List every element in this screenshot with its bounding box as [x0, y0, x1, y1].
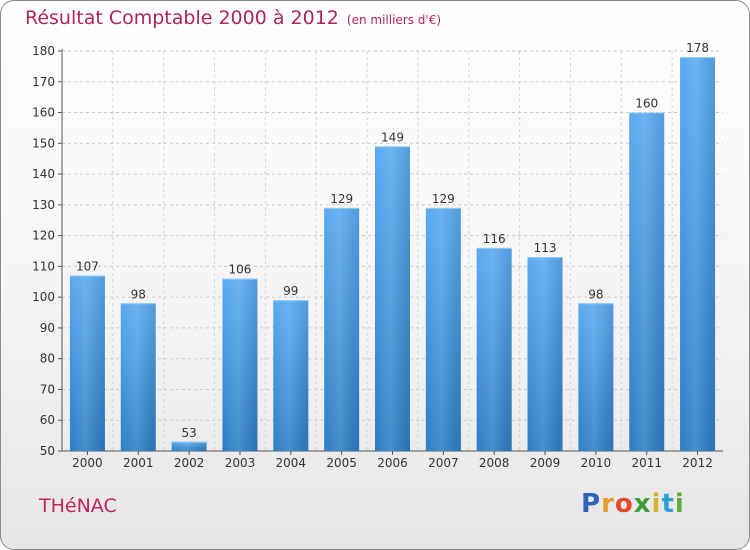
x-tick-label: 2011 — [631, 456, 662, 470]
chart-title: Résultat Comptable 2000 à 2012 (en millie… — [25, 7, 441, 29]
bar-shine — [120, 303, 156, 451]
logo-letter: r — [601, 489, 615, 519]
y-tick-label: 110 — [32, 259, 55, 273]
bar-value-label: 178 — [686, 41, 709, 55]
title-text: Résultat Comptable 2000 à 2012 — [25, 7, 339, 29]
x-tick-label: 2012 — [682, 456, 713, 470]
bar-value-label: 129 — [330, 192, 353, 206]
bar-shine — [273, 300, 309, 451]
x-tick-label: 2000 — [72, 456, 103, 470]
y-tick-label: 180 — [32, 44, 55, 58]
logo-letter: i — [651, 489, 662, 519]
x-tick-label: 2004 — [276, 456, 307, 470]
x-tick-label: 2002 — [174, 456, 205, 470]
bar-value-label: 113 — [534, 241, 557, 255]
commune-name: THéNAC — [39, 495, 117, 517]
bar-value-label: 160 — [635, 97, 658, 111]
bar-value-label: 106 — [229, 263, 252, 277]
y-tick-label: 120 — [32, 229, 55, 243]
logo-letter: x — [633, 489, 652, 519]
bar-shine — [222, 278, 258, 451]
labels: 50 60 70 80 90 100 110 120 130 140 150 160 170 180 107… — [32, 41, 713, 470]
y-tick-label: 130 — [32, 198, 55, 212]
y-tick-label: 100 — [32, 290, 55, 304]
logo-letter: P — [581, 489, 602, 519]
bar-value-label: 98 — [588, 287, 603, 301]
logo-letter: o — [614, 489, 634, 519]
y-tick-label: 140 — [32, 167, 55, 181]
bar-value-label: 116 — [483, 232, 506, 246]
y-tick-label: 70 — [40, 382, 55, 396]
logo-letter: t — [661, 489, 675, 519]
bar-shine — [527, 257, 563, 451]
x-tick-label: 2010 — [581, 456, 612, 470]
bar-shine — [578, 303, 614, 451]
bar-shine — [375, 146, 410, 451]
x-tick-label: 2009 — [530, 456, 561, 470]
proxiti-logo: Proxiti — [581, 489, 685, 519]
y-tick-label: 170 — [32, 75, 55, 89]
y-tick-label: 60 — [40, 413, 55, 427]
bar-value-label: 107 — [76, 260, 99, 274]
bar-value-label: 53 — [181, 426, 196, 440]
x-tick-label: 2003 — [225, 456, 256, 470]
bar-shine — [476, 247, 512, 451]
title-unit: (en milliers d'€) — [346, 13, 442, 27]
x-tick-label: 2001 — [123, 456, 154, 470]
y-tick-label: 90 — [40, 321, 55, 335]
bars — [69, 57, 716, 452]
logo-letter: i — [674, 489, 685, 519]
y-tick-label: 160 — [32, 106, 55, 120]
bar-value-label: 99 — [283, 284, 298, 298]
bar-shine — [171, 441, 207, 451]
x-tick-label: 2005 — [326, 456, 357, 470]
bar-value-label: 149 — [381, 130, 404, 144]
bar-value-label: 98 — [131, 287, 146, 301]
bar-shine — [680, 57, 716, 452]
bar-value-label: 129 — [432, 192, 455, 206]
bar-shine — [69, 275, 105, 451]
y-tick-label: 150 — [32, 136, 55, 150]
bar-shine — [425, 207, 461, 451]
x-tick-label: 2007 — [428, 456, 459, 470]
x-tick-label: 2006 — [377, 456, 408, 470]
y-tick-label: 80 — [40, 352, 55, 366]
y-tick-label: 50 — [40, 444, 55, 458]
bar-shine — [324, 207, 360, 451]
bar-shine — [629, 112, 665, 452]
x-tick-label: 2008 — [479, 456, 510, 470]
